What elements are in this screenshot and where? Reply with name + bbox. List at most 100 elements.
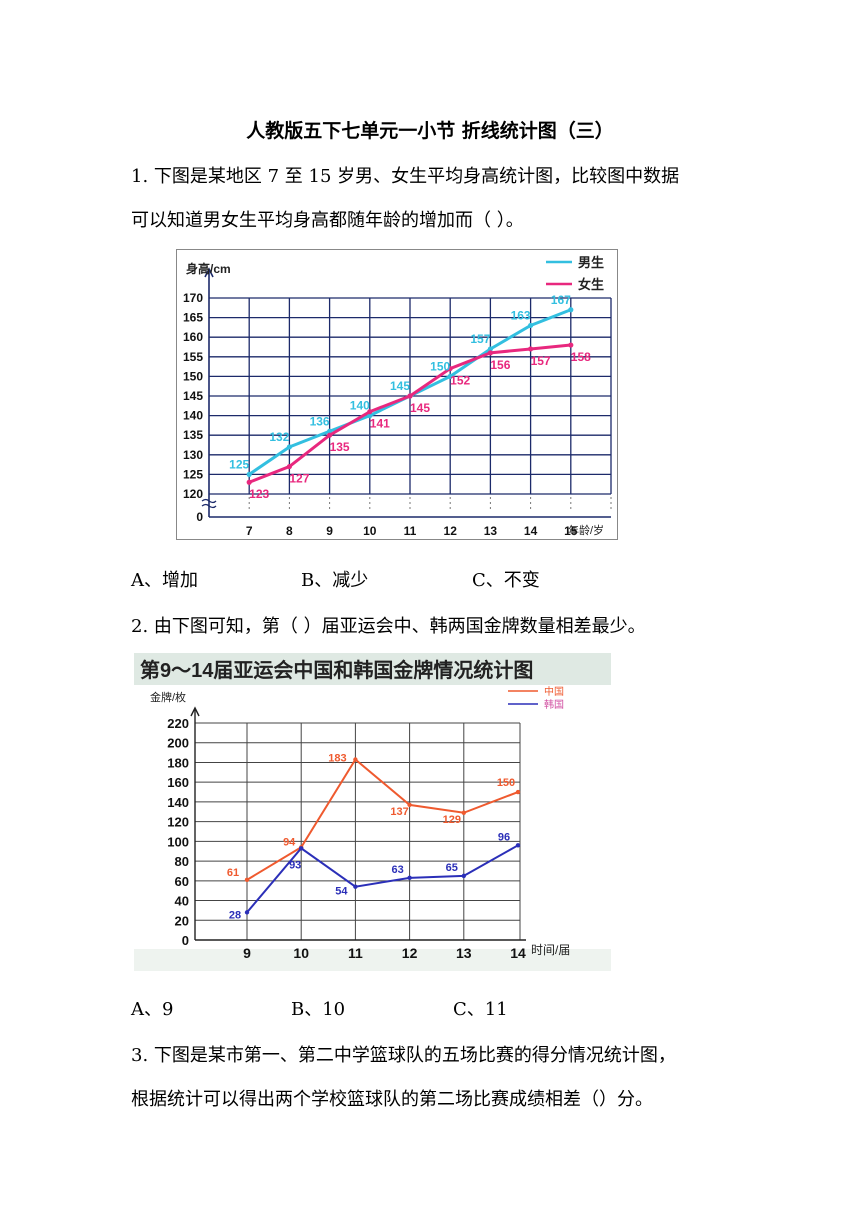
- data-label: 183: [328, 752, 346, 764]
- height-line-chart: 170 165 160 155 150 145 140 135 130 125 120 0 7 8 9 10 1…: [176, 249, 618, 540]
- x-axis-label: 时间/届: [531, 943, 570, 957]
- data-label: 150: [497, 777, 515, 789]
- data-point: [447, 365, 453, 372]
- chart-title: 第9～14届亚运会中国和韩国金牌情况统计图: [140, 658, 533, 682]
- data-label: 145: [390, 379, 410, 393]
- y-tick-label: 0: [196, 510, 203, 524]
- data-point: [327, 432, 333, 438]
- y-tick-label: 130: [183, 448, 203, 462]
- data-label: 150: [430, 359, 450, 373]
- x-tick-label: 13: [484, 524, 498, 538]
- y-tick-label: 180: [167, 755, 189, 770]
- y-tick-label: 125: [183, 467, 203, 481]
- data-point: [568, 342, 574, 348]
- x-tick-label: 14: [510, 945, 526, 961]
- x-axis-label: 年龄/岁: [568, 523, 604, 537]
- data-point: [528, 322, 534, 329]
- data-point: [487, 350, 493, 356]
- option-c[interactable]: C、不变: [472, 570, 540, 591]
- y-axis-arrow: [190, 706, 200, 717]
- data-label: 129: [443, 814, 461, 826]
- question-3-line-1: 3. 下图是某市第一、第二中学篮球队的五场比赛的得分情况统计图，: [131, 1045, 676, 1066]
- data-point: [353, 884, 358, 889]
- data-label: 157: [470, 332, 490, 346]
- option-a[interactable]: A、9: [131, 999, 174, 1020]
- data-point: [327, 428, 333, 434]
- data-point: [487, 346, 493, 352]
- y-tick-label: 120: [183, 487, 203, 501]
- option-c[interactable]: C、11: [453, 999, 508, 1020]
- data-label: 61: [227, 867, 239, 879]
- data-label: 157: [531, 354, 551, 368]
- data-point: [461, 810, 466, 815]
- x-tick-label: 15: [564, 524, 578, 538]
- y-tick-label: 155: [183, 350, 203, 364]
- question-2-line-1: 2. 由下图可知，第（ ）届亚运会中、韩两国金牌数量相差最少。: [131, 616, 646, 637]
- data-label: 125: [229, 457, 249, 471]
- y-tick-label: 165: [183, 311, 203, 325]
- data-point: [244, 877, 250, 883]
- data-label: 65: [446, 862, 458, 874]
- data-point: [353, 757, 358, 762]
- y-tick-label: 160: [167, 775, 189, 790]
- x-tick-label: 11: [404, 524, 417, 538]
- data-label: 127: [289, 472, 309, 486]
- axis-break: [201, 498, 217, 509]
- data-label: 136: [310, 414, 330, 428]
- data-point: [461, 873, 466, 879]
- legend-label: 中国: [544, 685, 564, 698]
- data-point: [246, 479, 252, 485]
- x-tick-label: 10: [293, 945, 309, 961]
- y-tick-label: 140: [183, 409, 203, 423]
- data-label: 158: [571, 350, 591, 364]
- data-label: 145: [410, 401, 430, 415]
- x-tick-label: 14: [524, 524, 538, 538]
- option-b[interactable]: B、10: [291, 999, 346, 1020]
- data-label: 63: [391, 864, 403, 876]
- y-tick-label: 120: [167, 815, 189, 830]
- y-tick-label: 145: [183, 389, 203, 403]
- option-b[interactable]: B、减少: [301, 570, 369, 591]
- data-label: 152: [450, 374, 470, 388]
- data-label: 137: [390, 806, 408, 818]
- legend-label: 韩国: [544, 698, 564, 711]
- data-label: 163: [511, 308, 531, 322]
- option-a[interactable]: A、增加: [131, 570, 198, 591]
- y-tick-label: 20: [175, 913, 189, 928]
- data-label: 28: [229, 909, 241, 921]
- data-label: 93: [289, 859, 301, 871]
- data-point: [367, 409, 373, 415]
- y-axis-arrow: [204, 267, 214, 278]
- x-tick-label: 11: [348, 945, 363, 961]
- data-point: [515, 789, 521, 795]
- legend-label: 男生: [578, 255, 604, 270]
- data-point: [447, 373, 453, 379]
- x-tick-label: 12: [444, 524, 458, 538]
- question-1-line-1: 1. 下图是某地区 7 至 15 岁男、女生平均身高统计图，比较图中数据: [131, 166, 680, 187]
- y-tick-label: 100: [167, 834, 189, 849]
- data-label: 140: [350, 399, 370, 413]
- data-label: 167: [551, 293, 571, 307]
- data-point: [568, 307, 574, 313]
- data-point: [528, 346, 534, 352]
- y-tick-label: 170: [183, 291, 203, 305]
- y-tick-label: 80: [175, 854, 189, 869]
- data-label: 132: [269, 430, 289, 444]
- x-tick-label: 12: [402, 945, 418, 961]
- y-tick-label: 220: [167, 716, 189, 731]
- data-point: [286, 444, 292, 450]
- data-label: 156: [490, 358, 510, 372]
- x-tick-label: 7: [246, 524, 253, 538]
- data-point: [246, 471, 252, 477]
- gold-medal-line-chart: 第9～14届亚运会中国和韩国金牌情况统计图 220200180160140120…: [134, 653, 611, 971]
- data-point: [367, 413, 373, 419]
- data-label: 94: [283, 836, 296, 848]
- data-point: [407, 875, 412, 881]
- x-tick-label: 9: [326, 524, 333, 538]
- y-tick-label: 160: [183, 330, 203, 344]
- x-tick-label: 8: [286, 524, 293, 538]
- y-tick-label: 135: [183, 428, 203, 442]
- y-tick-label: 0: [182, 933, 189, 948]
- data-point: [286, 463, 292, 470]
- data-point: [244, 910, 250, 915]
